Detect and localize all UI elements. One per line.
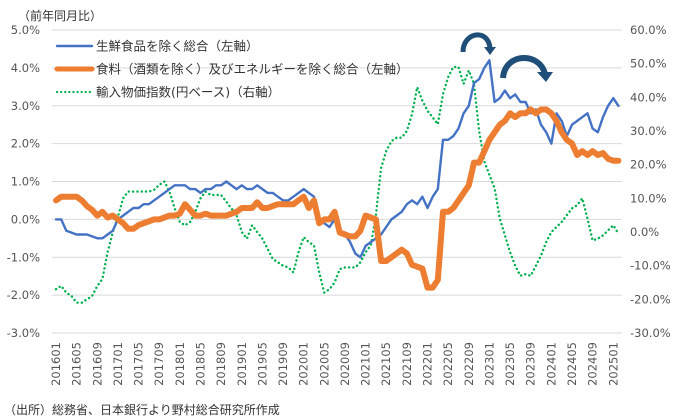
line-chart: （前年同月比）5.0% 4.0% 3.0% 2.0% 1.0% 0.0% -1.0% -2.0… (7, 8, 671, 386)
x-axis-tick-label: 202301 (482, 342, 496, 386)
curved-arrow-icon (460, 32, 493, 53)
right-axis-tick-label: 60.0% (630, 23, 667, 37)
x-axis-tick-label: 201905 (255, 342, 269, 386)
right-axis-tick-label: 0.0% (630, 225, 659, 239)
right-axis-tick-label: 40.0% (630, 90, 667, 104)
curved-arrow-icon (500, 55, 548, 79)
left-axis-tick-label: 1.0% (11, 175, 40, 189)
arrowhead-icon (484, 47, 496, 55)
right-axis-tick-label: -30.0% (630, 326, 671, 340)
left-axis-tick-label: 2.0% (11, 137, 40, 151)
x-axis-tick-label: 202401 (544, 342, 558, 386)
x-axis-tick-label: 202209 (462, 342, 476, 386)
x-axis-tick-label: 201805 (193, 342, 207, 386)
x-axis-tick-label: 201605 (70, 342, 84, 386)
x-axis-tick-label: 201705 (132, 342, 146, 386)
x-axis-tick-label: 202001 (297, 342, 311, 386)
y-axis-title: （前年同月比） (18, 8, 102, 23)
x-axis-tick-label: 202009 (338, 342, 352, 386)
x-axis-tick-label: 201709 (152, 342, 166, 386)
x-axis-tick-label: 202205 (441, 342, 455, 386)
right-axis-tick-label: 20.0% (630, 158, 667, 172)
x-axis-tick-label: 201901 (235, 342, 249, 386)
left-axis-tick-label: 4.0% (11, 61, 40, 75)
x-axis-tick-label: 201801 (173, 342, 187, 386)
x-axis-tick-label: 201601 (49, 342, 63, 386)
left-axis-tick-label: -1.0% (7, 250, 40, 264)
arrowhead-icon (537, 72, 553, 82)
left-axis-tick-label: 3.0% (11, 99, 40, 113)
x-axis-tick-label: 201701 (111, 342, 125, 386)
x-axis-tick-label: 202005 (317, 342, 331, 386)
series-line-1 (53, 106, 622, 291)
x-axis-tick-label: 202101 (359, 342, 373, 386)
right-axis-tick-label: -10.0% (630, 259, 671, 273)
x-axis-tick-label: 201609 (90, 342, 104, 386)
x-axis-tick-label: 202201 (421, 342, 435, 386)
x-axis-tick-label: 202305 (503, 342, 517, 386)
x-axis-tick-label: 202409 (586, 342, 600, 386)
source-note: （出所）総務省、日本銀行より野村総合研究所作成 (4, 403, 280, 417)
legend-label: 生鮮食品を除く総合（左軸） (96, 39, 259, 54)
x-axis-tick-label: 202501 (606, 342, 620, 386)
right-axis-tick-label: 30.0% (630, 124, 667, 138)
right-axis-tick-label: 50.0% (630, 57, 667, 71)
left-axis-tick-label: 5.0% (11, 23, 40, 37)
x-axis-tick-label: 202109 (400, 342, 414, 386)
left-axis-tick-label: -3.0% (7, 326, 40, 340)
x-axis-tick-label: 202105 (379, 342, 393, 386)
legend-label: 食料（酒類を除く）及びエネルギーを除く総合（左軸） (96, 62, 409, 77)
x-axis-tick-label: 201909 (276, 342, 290, 386)
x-axis-tick-label: 201809 (214, 342, 228, 386)
right-axis-tick-label: 10.0% (630, 191, 667, 205)
series-line-2 (54, 65, 620, 304)
left-axis-tick-label: 0.0% (11, 212, 40, 226)
x-axis-tick-label: 202405 (565, 342, 579, 386)
left-axis-tick-label: -2.0% (7, 288, 40, 302)
legend-label: 輸入物価指数(円ベース)（右軸） (96, 85, 280, 100)
x-axis-tick-label: 202309 (524, 342, 538, 386)
right-axis-tick-label: -20.0% (630, 292, 671, 306)
